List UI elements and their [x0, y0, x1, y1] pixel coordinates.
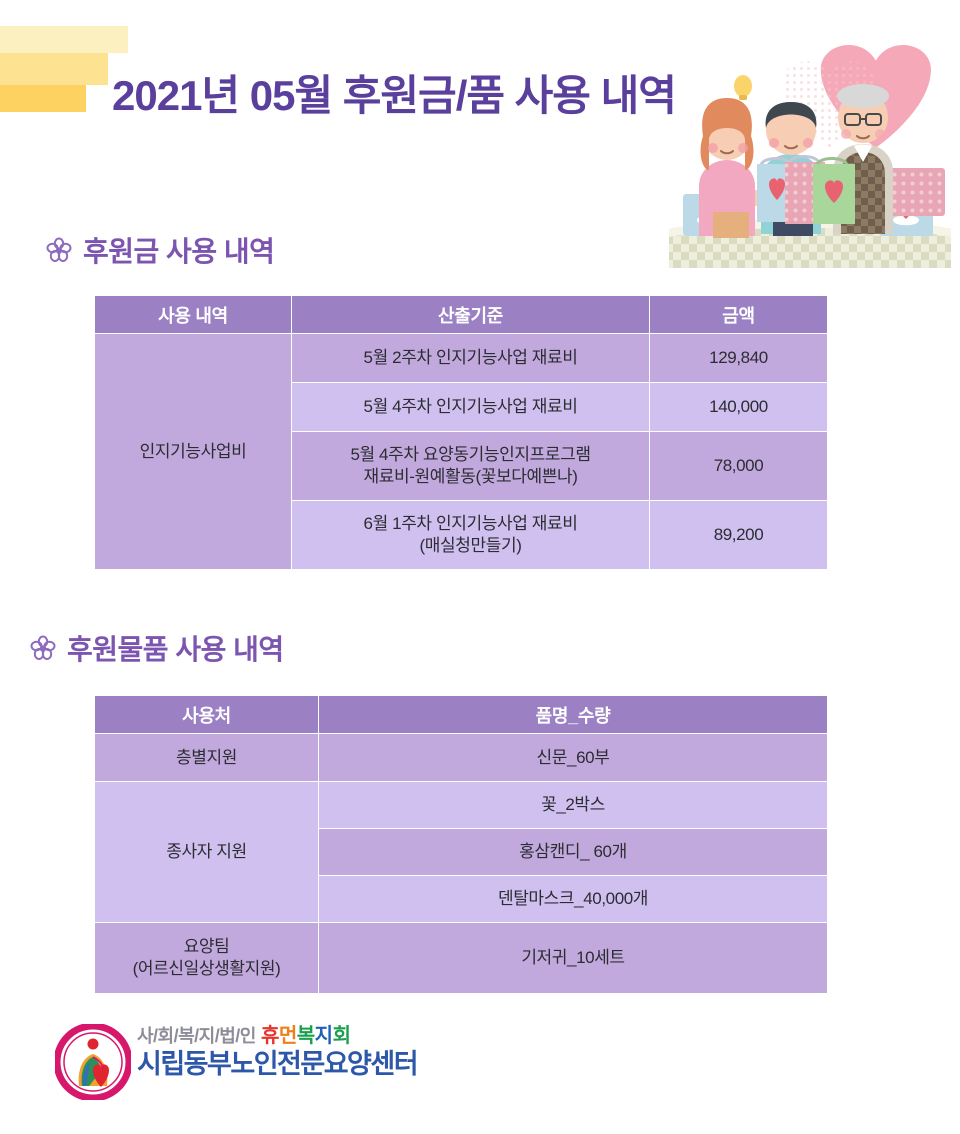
cell-basis-line1: 5월 4주차 요양동기능인지프로그램: [350, 445, 591, 465]
cell-item: 덴탈마스크_40,000개: [318, 875, 828, 923]
footer-text: 사/회/복/지/법/인 휴먼복지회 시립동부노인전문요양센터: [137, 1026, 419, 1079]
cell-basis: 5월 4주차 인지기능사업 재료비: [291, 382, 650, 432]
cell-item: 홍삼캔디_ 60개: [318, 828, 828, 876]
cell-basis: 5월 2주차 인지기능사업 재료비: [291, 333, 650, 383]
cell-basis-line1: 5월 2주차 인지기능사업 재료비: [363, 348, 578, 368]
table-row: 덴탈마스크_40,000개: [95, 875, 828, 923]
column-header-usage: 사용 내역: [94, 295, 292, 334]
cell-basis: 5월 4주차 요양동기능인지프로그램 재료비-원예활동(꽃보다예쁜나): [291, 431, 650, 501]
column-header-amount: 금액: [649, 295, 828, 334]
human-welfare-emblem-icon: [53, 1022, 133, 1102]
cell-amount: 78,000: [649, 431, 828, 501]
cell-place: 층별지원: [94, 733, 319, 782]
cell-amount: 129,840: [649, 333, 828, 383]
header-accent-bar-middle: [0, 53, 108, 85]
header-accent-bar-bottom: [0, 85, 86, 112]
page-title: 2021년 05월 후원금/품 사용 내역: [112, 72, 677, 119]
cell-place: 요양팀 (어르신일상생활지원): [94, 922, 319, 994]
cell-item: 신문_60부: [318, 733, 828, 782]
cell-item: 꽃_2박스: [318, 781, 828, 829]
cell-category: 인지기능사업비: [94, 333, 292, 570]
table-row: 종사자 지원 꽃_2박스: [94, 781, 828, 923]
cell-place: 종사자 지원: [94, 781, 319, 923]
footer-corp-label: 사/회/복/지/법/인: [137, 1026, 256, 1046]
donation-illustration: [665, 44, 955, 276]
flower-icon: [46, 237, 72, 263]
cell-basis: 6월 1주차 인지기능사업 재료비 (매실청만들기): [291, 500, 650, 570]
section-heading-donation-funds: 후원금 사용 내역: [46, 230, 275, 270]
table-row: 요양팀 (어르신일상생활지원) 기저귀_10세트: [94, 922, 828, 994]
cell-place-line1: 요양팀: [183, 937, 230, 957]
footer-org-char-3: 복: [296, 1025, 315, 1047]
section-heading-donation-goods: 후원물품 사용 내역: [30, 628, 284, 668]
cell-basis-line1: 5월 4주차 인지기능사업 재료비: [363, 397, 578, 417]
header-accent-bar-top: [0, 26, 128, 53]
cell-basis-line1: 6월 1주차 인지기능사업 재료비: [363, 514, 578, 534]
footer-org-char-5: 회: [332, 1025, 351, 1047]
column-header-item: 품명_수량: [318, 695, 828, 734]
table-row: 층별지원 신문_60부: [94, 733, 828, 782]
table-header-row: 사용처 품명_수량: [94, 695, 828, 734]
cell-basis-line2: (매실청만들기): [419, 536, 522, 555]
table-row: 6월 1주차 인지기능사업 재료비 (매실청만들기) 89,200: [95, 500, 828, 570]
footer-org-char-4: 지: [314, 1025, 333, 1047]
footer-center-name: 시립동부노인전문요양센터: [137, 1049, 419, 1079]
column-header-place: 사용처: [94, 695, 319, 734]
table-row: 홍삼캔디_ 60개: [95, 828, 828, 876]
cell-item: 기저귀_10세트: [318, 922, 828, 994]
flower-icon: [30, 635, 56, 661]
footer-org-char-2: 먼: [278, 1025, 297, 1047]
cell-amount: 140,000: [649, 382, 828, 432]
cell-place-line2: (어르신일상생활지원): [132, 959, 281, 978]
section-heading-label: 후원금 사용 내역: [83, 236, 275, 267]
table-row: 인지기능사업비 5월 2주차 인지기능사업 재료비 129,840: [94, 333, 828, 570]
column-header-basis: 산출기준: [291, 295, 650, 334]
table-row: 5월 4주차 요양동기능인지프로그램 재료비-원예활동(꽃보다예쁜나) 78,0…: [95, 431, 828, 501]
section-heading-label: 후원물품 사용 내역: [67, 634, 284, 665]
table-donation-goods: 사용처 품명_수량 층별지원 신문_60부 종사자 지원 꽃_2박스 홍삼캔디_…: [94, 695, 828, 994]
cell-basis-line2: 재료비-원예활동(꽃보다예쁜나): [363, 467, 578, 486]
cell-amount: 89,200: [649, 500, 828, 570]
footer-org-char-1: 휴: [260, 1025, 279, 1047]
footer-logo: 사/회/복/지/법/인 휴먼복지회 시립동부노인전문요양센터: [53, 1018, 475, 1108]
footer-org-line: 사/회/복/지/법/인 휴먼복지회: [137, 1026, 417, 1046]
table-row: 5월 4주차 인지기능사업 재료비 140,000: [95, 382, 828, 432]
table-header-row: 사용 내역 산출기준 금액: [94, 295, 828, 334]
table-donation-funds: 사용 내역 산출기준 금액 인지기능사업비 5월 2주차 인지기능사업 재료비 …: [94, 295, 828, 570]
